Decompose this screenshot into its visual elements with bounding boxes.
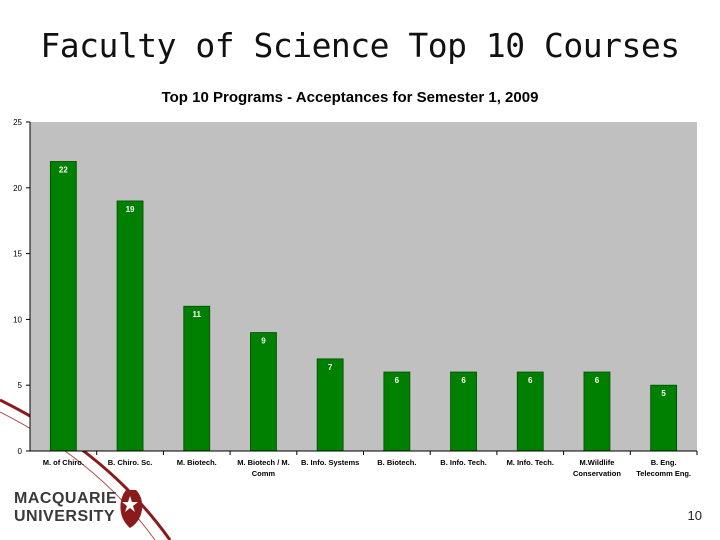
x-tick-label: M.Wildlife Conservation <box>573 458 621 478</box>
logo-text-line1: MACQUARIE <box>14 490 118 507</box>
bar-value-label: 6 <box>395 376 400 385</box>
x-axis: M. of Chiro. B. Chiro. Sc. M. Biotech. M. B… <box>30 450 698 478</box>
x-tick-label: B. Biotech. <box>377 458 416 467</box>
y-tick-label: 20 <box>13 184 22 193</box>
bar-value-label: 22 <box>59 165 68 174</box>
bar <box>116 200 144 452</box>
x-tick-label: M. of Chiro. <box>43 458 84 467</box>
bar <box>650 384 678 452</box>
x-tick-label: M. Biotech. <box>177 458 217 467</box>
x-tick-label: B. Info. Systems <box>301 458 359 467</box>
bar-value-label: 6 <box>528 376 533 385</box>
bar-value-label: 7 <box>328 363 333 372</box>
bar <box>316 358 344 452</box>
chart-title: Top 10 Programs - Acceptances for Semest… <box>161 89 539 106</box>
bar <box>516 371 544 452</box>
x-tick-label: B. Chiro. Sc. <box>108 458 153 467</box>
logo-text-line2: UNIVERSITY <box>14 508 116 525</box>
decorative-curve <box>0 398 172 540</box>
bar-value-label: 19 <box>126 205 135 214</box>
bar-value-label: 6 <box>461 376 466 385</box>
x-tick-label: B. Eng. Telecomm Eng. <box>636 458 691 478</box>
bar-value-label: 9 <box>261 337 266 346</box>
bar <box>183 305 211 452</box>
page-number: 10 <box>687 508 702 523</box>
bar <box>583 371 611 452</box>
y-axis: 0 5 10 15 20 25 <box>13 118 31 456</box>
bar <box>383 371 411 452</box>
y-tick-label: 25 <box>13 118 22 127</box>
y-tick-label: 5 <box>18 381 23 390</box>
slide-title: Faculty of Science Top 10 Courses <box>40 26 680 65</box>
bar-value-label: 11 <box>193 310 202 319</box>
x-tick-label: B. Info. Tech. <box>440 458 487 467</box>
bar-value-label: 5 <box>661 389 666 398</box>
bar <box>250 332 277 452</box>
bar-value-label: 6 <box>595 376 600 385</box>
bar <box>49 161 77 452</box>
x-tick-label: M. Biotech / M. Comm <box>237 458 290 478</box>
bar <box>450 371 477 452</box>
y-tick-label: 0 <box>18 447 23 456</box>
bars: 22 19 11 9 7 6 6 6 6 5 <box>49 161 678 452</box>
logo-emblem-icon <box>120 490 143 528</box>
x-tick-label: M. Info. Tech. <box>507 458 554 467</box>
y-tick-label: 15 <box>13 250 22 259</box>
y-tick-label: 10 <box>13 315 22 324</box>
university-logo: MACQUARIE UNIVERSITY <box>14 486 164 530</box>
